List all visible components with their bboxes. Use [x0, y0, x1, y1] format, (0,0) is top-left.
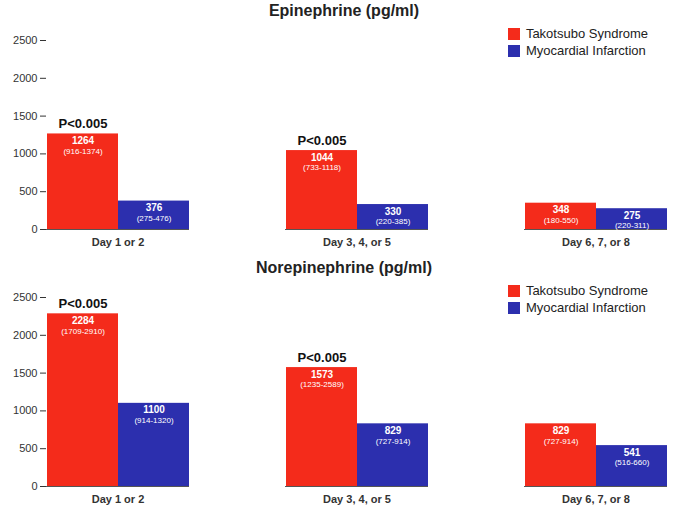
svg-text:2284: 2284 [72, 315, 95, 326]
html-text:Myocardial Infarction: Myocardial Infarction [525, 43, 646, 58]
svg-text:0: 0 [31, 480, 37, 492]
svg-text:1044: 1044 [311, 152, 334, 163]
svg-text:275: 275 [624, 210, 641, 221]
svg-text:(516-660): (516-660) [615, 458, 650, 467]
svg-text:(1709-2910): (1709-2910) [61, 327, 105, 336]
svg-text:500: 500 [19, 185, 37, 197]
svg-text:Day 6, 7, or 8: Day 6, 7, or 8 [562, 493, 630, 505]
svg-text:Day 3, 4, or 5: Day 3, 4, or 5 [323, 493, 391, 505]
svg-text:(275-476): (275-476) [137, 214, 172, 223]
svg-text:(180-550): (180-550) [544, 216, 579, 225]
svg-text:1500: 1500 [13, 110, 37, 122]
svg-text:376: 376 [146, 202, 163, 213]
html-text:Epinephrine (pg/ml): Epinephrine (pg/ml) [268, 2, 420, 19]
svg-text:1500: 1500 [13, 367, 37, 379]
svg-text:1100: 1100 [143, 404, 165, 415]
svg-text:500: 500 [19, 442, 37, 454]
html-text:Myocardial Infarction: Myocardial Infarction [525, 300, 646, 315]
svg-text:(914-1320): (914-1320) [134, 416, 173, 425]
svg-text:829: 829 [553, 425, 570, 436]
svg-text:0: 0 [31, 223, 37, 235]
html-text:Norepinephrine (pg/ml): Norepinephrine (pg/ml) [256, 259, 432, 276]
svg-text:(1235-2589): (1235-2589) [300, 380, 344, 389]
svg-text:P<0.005: P<0.005 [59, 296, 108, 311]
svg-text:2500: 2500 [13, 291, 37, 303]
svg-text:Day 1 or 2: Day 1 or 2 [92, 236, 145, 248]
svg-text:1000: 1000 [13, 147, 37, 159]
html-text:Takotsubo Syndrome: Takotsubo Syndrome [525, 26, 648, 41]
html-text:Takotsubo Syndrome: Takotsubo Syndrome [525, 283, 648, 298]
svg-text:2000: 2000 [13, 329, 37, 341]
svg-text:(220-311): (220-311) [615, 221, 649, 230]
svg-text:1000: 1000 [13, 404, 37, 416]
svg-text:541: 541 [624, 447, 641, 458]
svg-text:348: 348 [553, 204, 570, 215]
svg-text:Day 6, 7, or 8: Day 6, 7, or 8 [562, 236, 630, 248]
svg-text:(733-1118): (733-1118) [303, 163, 341, 172]
svg-text:Day 1 or 2: Day 1 or 2 [92, 493, 145, 505]
svg-text:P<0.005: P<0.005 [59, 116, 108, 131]
svg-text:(727-914): (727-914) [544, 437, 579, 446]
svg-text:Day 3, 4, or 5: Day 3, 4, or 5 [323, 236, 391, 248]
svg-text:P<0.005: P<0.005 [298, 133, 347, 148]
svg-text:(916-1374): (916-1374) [63, 147, 102, 156]
svg-text:(220-385): (220-385) [376, 217, 411, 226]
svg-text:2500: 2500 [13, 34, 37, 46]
svg-text:2000: 2000 [13, 72, 37, 84]
svg-text:(727-914): (727-914) [376, 437, 411, 446]
svg-text:829: 829 [385, 425, 402, 436]
svg-text:330: 330 [385, 206, 402, 217]
svg-text:P<0.005: P<0.005 [298, 350, 347, 365]
svg-text:1264: 1264 [72, 135, 95, 146]
svg-text:1573: 1573 [311, 369, 334, 380]
